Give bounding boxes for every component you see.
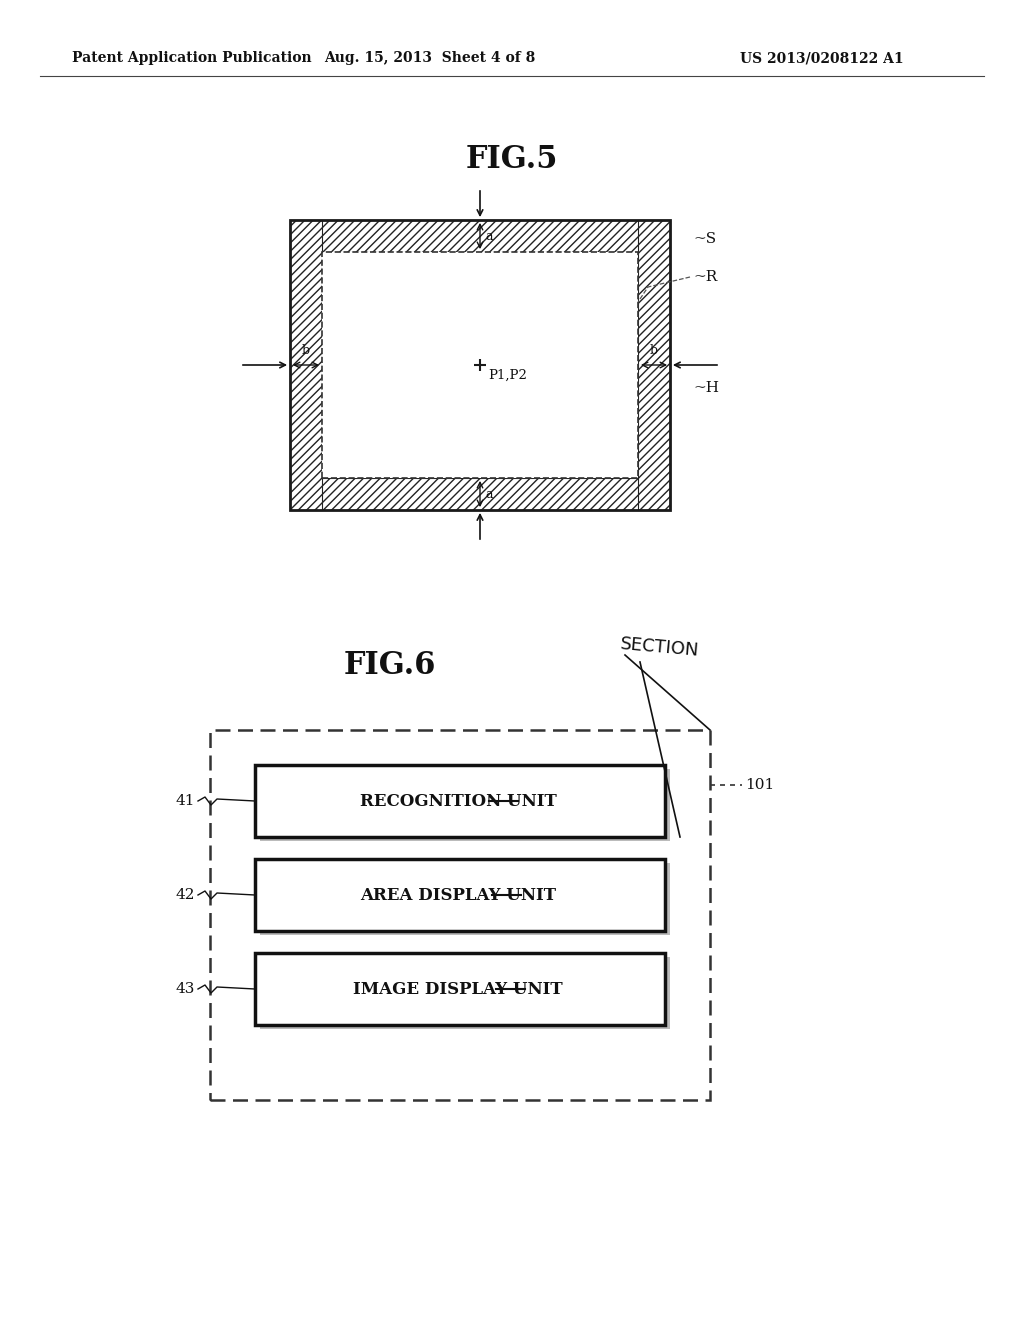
Text: ~R: ~R	[693, 271, 717, 284]
Bar	[322, 252, 638, 478]
Text: Patent Application Publication: Patent Application Publication	[72, 51, 311, 65]
Bar	[260, 863, 670, 935]
Text: IMAGE DISPLAY UNIT: IMAGE DISPLAY UNIT	[353, 981, 563, 998]
Text: b: b	[650, 345, 658, 356]
Text: 42: 42	[175, 888, 195, 902]
Text: Aug. 15, 2013  Sheet 4 of 8: Aug. 15, 2013 Sheet 4 of 8	[325, 51, 536, 65]
Bar	[255, 859, 665, 931]
Bar	[260, 957, 670, 1030]
Text: 43: 43	[176, 982, 195, 997]
Bar	[638, 220, 670, 510]
Text: 101: 101	[745, 777, 774, 792]
Text: FIG.5: FIG.5	[466, 144, 558, 176]
Bar	[255, 766, 665, 837]
Text: US 2013/0208122 A1: US 2013/0208122 A1	[740, 51, 903, 65]
Text: b: b	[302, 345, 310, 356]
Bar	[260, 770, 670, 841]
Text: FIG.6: FIG.6	[344, 649, 436, 681]
Text: RECOGNITION UNIT: RECOGNITION UNIT	[359, 792, 556, 809]
Bar	[290, 220, 670, 252]
Text: SECTION: SECTION	[620, 635, 700, 660]
Text: ~H: ~H	[693, 380, 719, 395]
Text: ~S: ~S	[693, 232, 716, 247]
Bar	[255, 953, 665, 1026]
Bar	[290, 220, 322, 510]
Bar	[322, 252, 638, 478]
Text: AREA DISPLAY UNIT: AREA DISPLAY UNIT	[360, 887, 556, 903]
Text: a: a	[485, 487, 493, 500]
Bar	[290, 220, 670, 510]
Text: a: a	[485, 230, 493, 243]
Bar	[210, 730, 710, 1100]
Text: 41: 41	[175, 795, 195, 808]
Bar	[290, 478, 670, 510]
Text: P1,P2: P1,P2	[488, 370, 527, 381]
